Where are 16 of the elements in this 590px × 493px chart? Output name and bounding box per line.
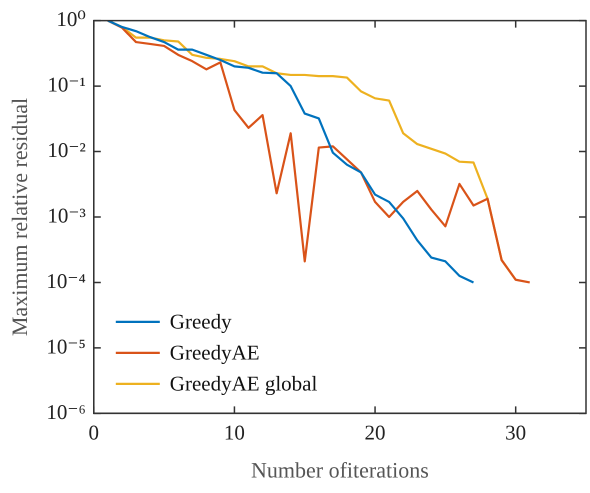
x-axis-title: Number ofiterations [251, 458, 429, 483]
y-tick-label: 10⁻² [47, 138, 86, 162]
y-axis-title: Maximum relative residual [6, 98, 32, 336]
x-tick-label: 20 [364, 420, 386, 445]
y-tick-label: 10⁻¹ [47, 72, 86, 97]
legend-label: GreedyAE [170, 340, 260, 364]
y-tick-label: 10⁻⁴ [46, 268, 86, 293]
y-tick-label: 10⁻⁶ [46, 400, 86, 424]
y-tick-label: 10⁰ [56, 7, 86, 32]
legend-label: GreedyAE global [170, 371, 318, 396]
x-tick-label: 0 [88, 420, 100, 445]
y-tick-label: 10⁻⁵ [46, 334, 86, 358]
legend-label: Greedy [170, 309, 232, 334]
x-tick-label: 30 [505, 420, 526, 445]
x-tick-label: 10 [224, 420, 245, 445]
y-tick-label: 10⁻³ [47, 204, 86, 228]
